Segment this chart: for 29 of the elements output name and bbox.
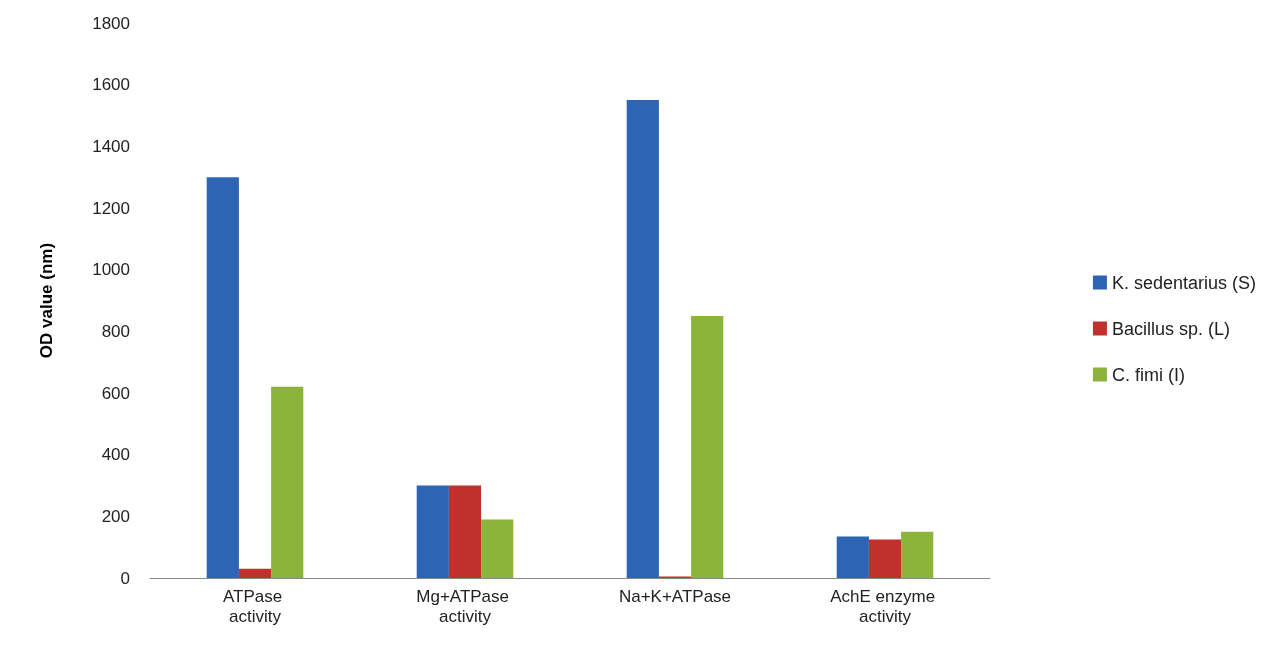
y-tick-label: 1400 bbox=[92, 136, 130, 156]
bar bbox=[691, 315, 724, 578]
bar bbox=[238, 568, 272, 578]
y-tick-label: 800 bbox=[101, 321, 130, 341]
legend-label: Bacillus sp. (L) bbox=[1111, 318, 1230, 339]
bar bbox=[416, 485, 449, 578]
y-tick-label: 400 bbox=[101, 445, 130, 465]
bar bbox=[206, 177, 239, 578]
y-tick-label: 1600 bbox=[92, 75, 130, 95]
bar bbox=[626, 100, 659, 578]
bar bbox=[901, 531, 934, 578]
bar bbox=[836, 536, 869, 578]
y-tick-label: 600 bbox=[101, 383, 130, 403]
y-tick-label: 1000 bbox=[92, 260, 130, 280]
legend-label: K. sedentarius (S) bbox=[1111, 272, 1256, 293]
bar bbox=[271, 386, 304, 578]
y-tick-label: 1200 bbox=[92, 198, 130, 218]
x-tick-label: Na+K+ATPase bbox=[618, 586, 732, 606]
y-tick-label: 0 bbox=[120, 568, 130, 588]
bar bbox=[868, 539, 902, 578]
legend-label: C. fimi (I) bbox=[1111, 364, 1185, 385]
y-tick-label: 1800 bbox=[92, 13, 130, 33]
bar bbox=[448, 485, 482, 578]
x-tick-label: AchE enzyme activity bbox=[830, 586, 940, 626]
x-tick-label: ATPase activity bbox=[223, 586, 287, 626]
y-tick-label: 200 bbox=[101, 506, 130, 526]
x-tick-label: Mg+ATPase activity bbox=[416, 586, 514, 626]
bar bbox=[481, 519, 514, 578]
y-axis-title: OD value (nm) bbox=[37, 242, 56, 359]
